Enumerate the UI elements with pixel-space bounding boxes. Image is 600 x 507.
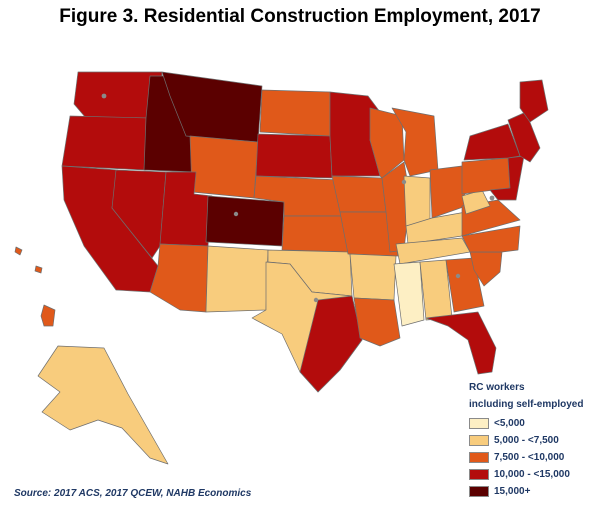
region-missouri [339,211,399,257]
legend-item: 10,000 - <15,000 [469,466,599,483]
city-markers [101,93,495,303]
city-marker-chicago [401,179,407,185]
region-iowa [331,175,387,213]
city-marker-atlanta [455,273,461,279]
region-indiana [403,175,431,227]
legend-title-line2: including self-employed [469,399,584,410]
region-alaska [37,345,169,465]
city-marker-dallas [313,297,319,303]
legend-swatch [469,418,489,429]
region-georgia [445,257,485,313]
region-north-dakota [259,89,331,137]
region-hawaii-big-island [40,304,56,327]
region-hawaii-maui [34,265,43,274]
region-north-carolina [461,225,521,253]
legend-title-line1: RC workers [469,382,525,393]
legend-item: 7,500 - <10,000 [469,449,599,466]
region-florida [425,311,497,375]
city-marker-seattle [101,93,107,99]
region-arkansas [349,253,397,301]
region-hawaii-oahu [14,246,23,256]
region-oregon [61,115,151,171]
region-michigan [391,107,439,177]
region-texas-gulf [299,295,363,393]
region-mississippi [393,261,425,327]
city-marker-denver [233,211,239,217]
legend-item: 15,000+ [469,483,599,500]
legend-label: 7,500 - <10,000 [494,452,565,463]
region-ohio [429,165,467,219]
region-colorado [205,195,285,247]
region-arizona [149,243,209,313]
region-kansas [281,215,349,253]
legend-label: 10,000 - <15,000 [494,469,570,480]
source-note: Source: 2017 ACS, 2017 QCEW, NAHB Econom… [14,488,252,499]
legend-item: <5,000 [469,415,599,432]
legend-swatch [469,469,489,480]
legend-label: <5,000 [494,418,525,429]
city-marker-dc [489,195,495,201]
figure-title: Figure 3. Residential Construction Emplo… [59,6,541,27]
legend-swatch [469,452,489,463]
region-maine [519,79,549,123]
region-south-dakota [255,133,333,179]
region-new-england [507,111,541,163]
region-nevada [111,169,167,259]
legend-label: 15,000+ [494,486,531,497]
legend-item: 5,000 - <7,500 [469,432,599,449]
legend-swatch [469,486,489,497]
region-new-mexico [205,245,269,313]
map-regions [14,71,549,465]
legend: RC workers including self-employed <5,00… [469,379,599,500]
region-louisiana [353,297,401,347]
legend-label: 5,000 - <7,500 [494,435,559,446]
region-wyoming [189,135,259,199]
legend-swatch [469,435,489,446]
